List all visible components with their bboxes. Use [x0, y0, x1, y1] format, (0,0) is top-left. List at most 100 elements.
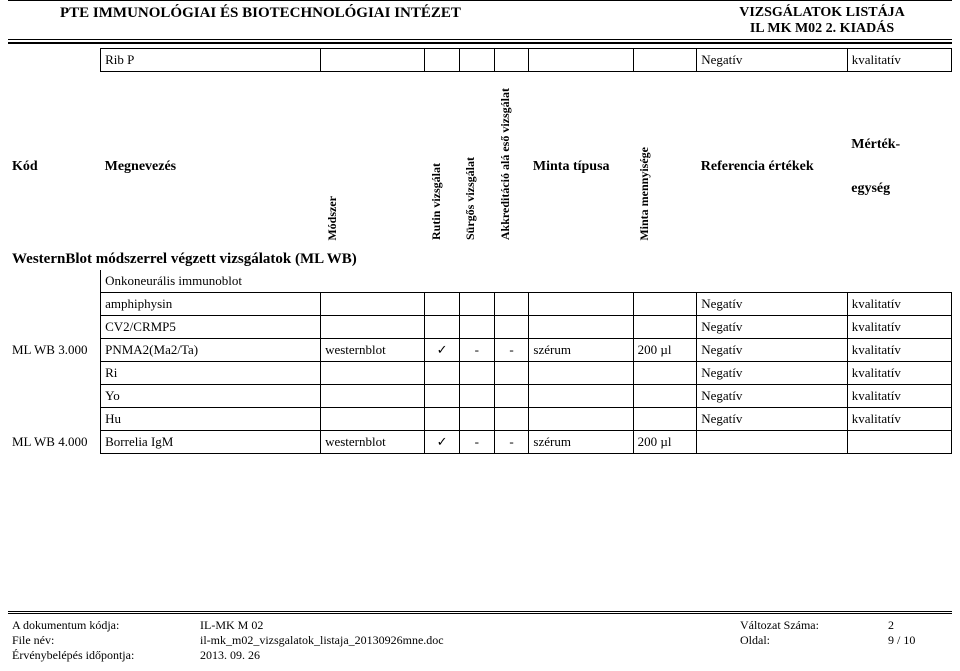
- cell-rutin: [425, 49, 460, 72]
- doc-title-line2: IL MK M02 2. KIADÁS: [692, 21, 952, 37]
- cell-megn: PNMA2(Ma2/Ta): [101, 339, 321, 362]
- doc-title: VIZSGÁLATOK LISTÁJA IL MK M02 2. KIADÁS: [692, 5, 952, 37]
- cell-mod: westernblot: [321, 339, 425, 362]
- cell-akkr: [494, 408, 529, 431]
- cell-rutin: [425, 293, 460, 316]
- cell-kod: [8, 408, 101, 431]
- cell-mert: kvalitatív: [847, 49, 951, 72]
- cell-rutin: ✓: [425, 339, 460, 362]
- footer-row1: A dokumentum kódja: IL-MK M 02 Változat …: [8, 618, 952, 633]
- top-row-table: Rib P Negatív kvalitatív: [8, 48, 952, 72]
- cell-surg: [459, 316, 494, 339]
- hdr-mod-label: Módszer: [325, 196, 340, 241]
- cell-minta: [529, 49, 633, 72]
- cell-megn: Rib P: [101, 49, 321, 72]
- footer-row3: Érvénybelépés időpontja: 2013. 09. 26: [8, 648, 952, 663]
- cell-surg: [459, 293, 494, 316]
- footer-row2: File név: il-mk_m02_vizsgalatok_listaja_…: [8, 633, 952, 648]
- cell-akkr: -: [494, 431, 529, 454]
- doc-title-line1: VIZSGÁLATOK LISTÁJA: [692, 5, 952, 21]
- footer-rule-2: [8, 613, 952, 614]
- table-row: Ri Negatívkvalitatív: [8, 362, 952, 385]
- cell-minta: szérum: [529, 431, 633, 454]
- cell-kod: [8, 293, 101, 316]
- cell-mod: [321, 293, 425, 316]
- cell-rutin: [425, 408, 460, 431]
- cell-mert: kvalitatív: [847, 408, 951, 431]
- cell-menny: [633, 408, 697, 431]
- cell-megn: amphiphysin: [101, 293, 321, 316]
- cell-minta: [529, 293, 633, 316]
- cell-ref: Negatív: [697, 49, 847, 72]
- cell-megn: CV2/CRMP5: [101, 316, 321, 339]
- cell-minta: [529, 385, 633, 408]
- cell-akkr: -: [494, 339, 529, 362]
- hdr-surg: Sürgős vizsgálat: [459, 86, 494, 248]
- cell-surg: [459, 408, 494, 431]
- cell-kod: ML WB 4.000: [8, 431, 101, 454]
- section-row: WesternBlot módszerrel végzett vizsgálat…: [8, 248, 952, 270]
- hdr-menny-label: Minta mennyisége: [637, 147, 652, 241]
- cell-mod: [321, 316, 425, 339]
- cell-minta: [529, 408, 633, 431]
- cell-mert: kvalitatív: [847, 339, 951, 362]
- table-row: amphiphysinNegatívkvalitatív: [8, 293, 952, 316]
- footer-table: A dokumentum kódja: IL-MK M 02 Változat …: [8, 618, 952, 663]
- cell-menny: 200 µl: [633, 339, 697, 362]
- cell-ref: [697, 431, 847, 454]
- cell-menny: [633, 49, 697, 72]
- cell-mert: kvalitatív: [847, 293, 951, 316]
- f-l2a: File név:: [8, 633, 196, 648]
- footer-rule-1: [8, 611, 952, 612]
- hdr-menny: Minta mennyisége: [633, 86, 697, 248]
- subsection-title: Onkoneurális immunoblot: [101, 270, 952, 293]
- cell-kod: [8, 270, 101, 293]
- hdr-minta: Minta típusa: [529, 86, 633, 248]
- cell-rutin: [425, 362, 460, 385]
- cell-akkr: [494, 49, 529, 72]
- cell-kod: [8, 49, 101, 72]
- cell-akkr: [494, 362, 529, 385]
- cell-menny: [633, 362, 697, 385]
- cell-ref: Negatív: [697, 362, 847, 385]
- cell-minta: [529, 316, 633, 339]
- table-row: Hu Negatívkvalitatív: [8, 408, 952, 431]
- f-r1a: Változat Száma:: [736, 618, 884, 633]
- cell-megn: Hu: [101, 408, 321, 431]
- cell-menny: [633, 316, 697, 339]
- hdr-akkr: Akkreditáció alá eső vizsgálat: [494, 86, 529, 248]
- cell-akkr: [494, 293, 529, 316]
- rule-top-2: [8, 39, 952, 40]
- table-row: ML WB 3.000PNMA2(Ma2/Ta)westernblot✓--sz…: [8, 339, 952, 362]
- cell-mod: [321, 408, 425, 431]
- cell-mod: westernblot: [321, 431, 425, 454]
- hdr-rutin: Rutin vizsgálat: [425, 86, 460, 248]
- cell-akkr: [494, 316, 529, 339]
- cell-ref: Negatív: [697, 408, 847, 431]
- hdr-surg-label: Sürgős vizsgálat: [463, 157, 478, 240]
- footer: A dokumentum kódja: IL-MK M 02 Változat …: [8, 611, 952, 663]
- hdr-mert-top: Mérték-: [851, 137, 947, 153]
- cell-kod: ML WB 3.000: [8, 339, 101, 362]
- page: PTE IMMUNOLÓGIAI ÉS BIOTECHNOLÓGIAI INTÉ…: [0, 0, 960, 671]
- cell-ref: Negatív: [697, 339, 847, 362]
- cell-mert: kvalitatív: [847, 362, 951, 385]
- institute-name: PTE IMMUNOLÓGIAI ÉS BIOTECHNOLÓGIAI INTÉ…: [60, 5, 692, 37]
- cell-mert: [847, 431, 951, 454]
- hdr-mod: Módszer: [321, 86, 425, 248]
- header-row: Kód Megnevezés Módszer Rutin vizsgálat S…: [8, 86, 952, 248]
- hdr-megn: Megnevezés: [101, 86, 321, 248]
- f-l3a: Érvénybelépés időpontja:: [8, 648, 196, 663]
- cell-surg: [459, 385, 494, 408]
- cell-minta: szérum: [529, 339, 633, 362]
- cell-surg: -: [459, 339, 494, 362]
- f-r1b: 2: [884, 618, 952, 633]
- cell-mod: [321, 362, 425, 385]
- f-r2b: 9 / 10: [884, 633, 952, 648]
- f-l2b: il-mk_m02_vizsgalatok_listaja_20130926mn…: [196, 633, 736, 648]
- cell-megn: Ri: [101, 362, 321, 385]
- rule-top-3: [8, 42, 952, 44]
- main-table: Kód Megnevezés Módszer Rutin vizsgálat S…: [8, 86, 952, 454]
- hdr-ref: Referencia értékek: [697, 86, 847, 248]
- hdr-mert: Mérték- egység: [847, 86, 951, 248]
